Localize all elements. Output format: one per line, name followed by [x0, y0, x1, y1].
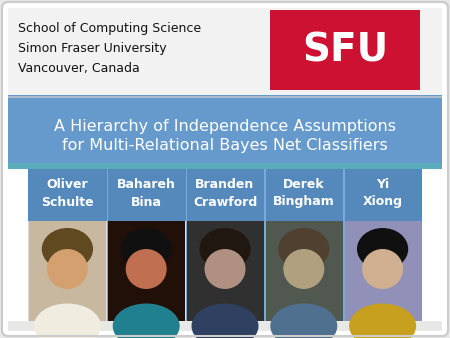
Bar — [28, 221, 106, 321]
Bar — [8, 321, 442, 331]
Bar — [344, 221, 422, 321]
Ellipse shape — [357, 228, 408, 270]
Text: School of Computing Science: School of Computing Science — [18, 22, 201, 35]
Ellipse shape — [42, 228, 93, 270]
Bar — [28, 221, 422, 321]
Bar — [270, 10, 420, 90]
Bar — [265, 221, 343, 321]
Bar — [107, 221, 185, 321]
Text: Bahareh
Bina: Bahareh Bina — [117, 177, 176, 209]
Bar — [343, 169, 345, 321]
Bar — [8, 8, 442, 96]
Text: SFU: SFU — [302, 31, 388, 69]
Ellipse shape — [270, 304, 338, 338]
Ellipse shape — [47, 249, 88, 289]
Text: for Multi-Relational Bayes Net Classifiers: for Multi-Relational Bayes Net Classifie… — [62, 138, 388, 153]
Text: Derek
Bingham: Derek Bingham — [273, 177, 335, 209]
Ellipse shape — [278, 228, 329, 270]
Ellipse shape — [284, 249, 324, 289]
Bar — [8, 95, 442, 163]
Ellipse shape — [349, 304, 416, 338]
Text: A Hierarchy of Independence Assumptions: A Hierarchy of Independence Assumptions — [54, 119, 396, 134]
FancyBboxPatch shape — [2, 2, 448, 336]
Text: Vancouver, Canada: Vancouver, Canada — [18, 62, 140, 75]
Text: Yi
Xiong: Yi Xiong — [363, 177, 403, 209]
Ellipse shape — [199, 228, 251, 270]
Bar — [265, 169, 266, 321]
Ellipse shape — [126, 249, 166, 289]
Text: Simon Fraser University: Simon Fraser University — [18, 42, 166, 55]
Bar — [28, 169, 422, 221]
Bar — [8, 163, 442, 169]
Text: Branden
Crawford: Branden Crawford — [193, 177, 257, 209]
Ellipse shape — [362, 249, 403, 289]
Ellipse shape — [204, 249, 246, 289]
Bar — [185, 169, 187, 321]
Text: Oliver
Schulte: Oliver Schulte — [41, 177, 94, 209]
Ellipse shape — [192, 304, 258, 338]
Bar — [107, 169, 108, 321]
Ellipse shape — [34, 304, 101, 338]
Bar — [186, 221, 264, 321]
Ellipse shape — [112, 304, 180, 338]
Ellipse shape — [121, 228, 172, 270]
Bar — [8, 96, 442, 97]
